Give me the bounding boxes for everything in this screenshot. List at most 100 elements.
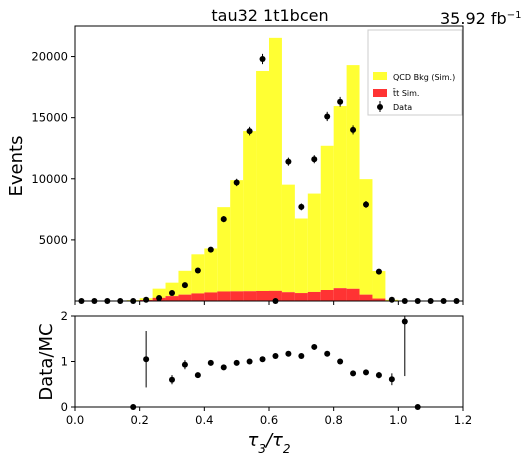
legend-label-data: Data <box>393 103 412 112</box>
x-axis-label-subscript: 2 <box>283 442 291 456</box>
ratio-point <box>311 343 318 350</box>
ttbar-bar <box>204 292 218 301</box>
qcd-bar <box>359 179 373 295</box>
ratio-point <box>181 361 188 368</box>
ratio-point <box>143 356 150 363</box>
x-tick-label: 0.2 <box>131 413 149 427</box>
ratio-point <box>363 369 369 376</box>
ttbar-bar <box>165 296 179 301</box>
ttbar-bar <box>217 291 231 301</box>
x-tick-label: 0.6 <box>260 413 278 427</box>
ratio-point <box>194 372 201 379</box>
legend-label-ttbar: t̄t Sim. <box>392 88 419 98</box>
data-point <box>350 126 357 133</box>
ratio-point <box>169 376 175 383</box>
ttbar-bar <box>346 288 360 301</box>
ttbar-bar <box>243 291 257 301</box>
ttbar-bar <box>256 290 269 301</box>
ttbar-bar <box>178 294 192 301</box>
qcd-bar <box>320 145 334 290</box>
ttbar-bar <box>372 298 386 301</box>
main-plot-panel: 5000 10000 15000 20000 <box>31 25 464 305</box>
data-point <box>181 282 188 289</box>
ratio-point <box>207 359 214 366</box>
ratio-y-tick-label: 1 <box>61 355 68 369</box>
legend: QCD Bkg (Sim.) t̄t Sim. Data <box>367 29 463 116</box>
ttbar-bar <box>294 293 308 301</box>
qcd-bar <box>307 193 321 292</box>
ratio-point <box>259 356 266 363</box>
ttbar-bar <box>307 291 321 301</box>
main-y-tick-label: 5000 <box>39 233 68 247</box>
qcd-bar <box>294 218 308 294</box>
data-point <box>233 179 240 186</box>
data-point <box>285 158 292 165</box>
ratio-point <box>375 372 382 379</box>
x-tick-label: 0.4 <box>195 413 213 427</box>
data-point <box>324 113 331 120</box>
qcd-bar <box>346 65 360 289</box>
qcd-bar <box>256 70 269 291</box>
ttbar-bar <box>230 291 244 301</box>
qcd-bar <box>269 37 282 291</box>
data-point <box>311 156 318 163</box>
x-axis-label-subscript: 3 <box>258 442 266 456</box>
data-point <box>298 203 305 210</box>
legend-swatch-ttbar <box>373 89 387 97</box>
x-tick-label: 1.0 <box>389 413 407 427</box>
qcd-bar <box>152 288 166 298</box>
luminosity-label: 35.92 fb−1 <box>440 9 521 28</box>
chart-title: tau32 1t1bcen <box>211 6 328 25</box>
qcd-bar <box>217 207 231 292</box>
ratio-point <box>337 358 344 365</box>
qcd-bar <box>230 180 244 292</box>
data-point <box>194 267 201 274</box>
qcd-bar <box>165 282 179 297</box>
ratio-point <box>388 376 395 383</box>
ratio-point <box>285 350 292 357</box>
ratio-y-tick-label: 2 <box>61 309 68 323</box>
legend-swatch-qcd <box>373 72 387 80</box>
qcd-bar <box>372 271 386 299</box>
ratio-point <box>324 350 331 357</box>
ratio-y-tick-label: 0 <box>61 400 68 414</box>
main-y-tick-label: 15000 <box>31 111 68 125</box>
qcd-bar <box>281 184 295 293</box>
data-point <box>220 216 227 223</box>
data-point <box>169 290 175 297</box>
data-point <box>363 201 369 208</box>
legend-label-qcd: QCD Bkg (Sim.) <box>393 73 455 82</box>
qcd-bar <box>243 131 257 292</box>
data-point <box>207 246 214 253</box>
ratio-point <box>350 370 357 377</box>
ratio-point <box>220 364 227 371</box>
legend-data-marker <box>377 104 383 110</box>
ratio-plot-panel: 0 1 2 0.0 0.2 0.4 0.6 0.8 1.0 1.2 <box>61 309 472 427</box>
ratio-point <box>246 358 253 365</box>
ttbar-bar <box>359 294 373 301</box>
ratio-point <box>298 353 305 360</box>
x-tick-label: 0.8 <box>325 413 343 427</box>
main-y-tick-label: 20000 <box>31 50 68 64</box>
data-point <box>337 98 344 105</box>
data-point <box>259 56 266 62</box>
data-point <box>388 296 395 303</box>
data-point <box>156 294 163 301</box>
x-tick-label: 0.0 <box>66 413 84 427</box>
qcd-bar <box>191 254 205 294</box>
x-tick-label: 1.2 <box>454 413 472 427</box>
ttbar-bar <box>269 290 282 301</box>
ratio-point <box>272 353 279 360</box>
x-axis-label: τ3/τ2 <box>247 430 290 456</box>
main-y-tick-label: 10000 <box>31 172 68 186</box>
qcd-bar <box>333 106 347 289</box>
main-y-axis-label: Events <box>6 136 27 197</box>
ttbar-bar <box>281 292 295 301</box>
ratio-point <box>233 359 240 366</box>
data-point <box>246 128 253 135</box>
ratio-y-axis-label: Data/MC <box>36 323 57 400</box>
ttbar-bar <box>333 288 347 301</box>
ratio-point <box>401 318 408 325</box>
data-point <box>375 268 382 275</box>
ttbar-bar <box>320 290 334 301</box>
